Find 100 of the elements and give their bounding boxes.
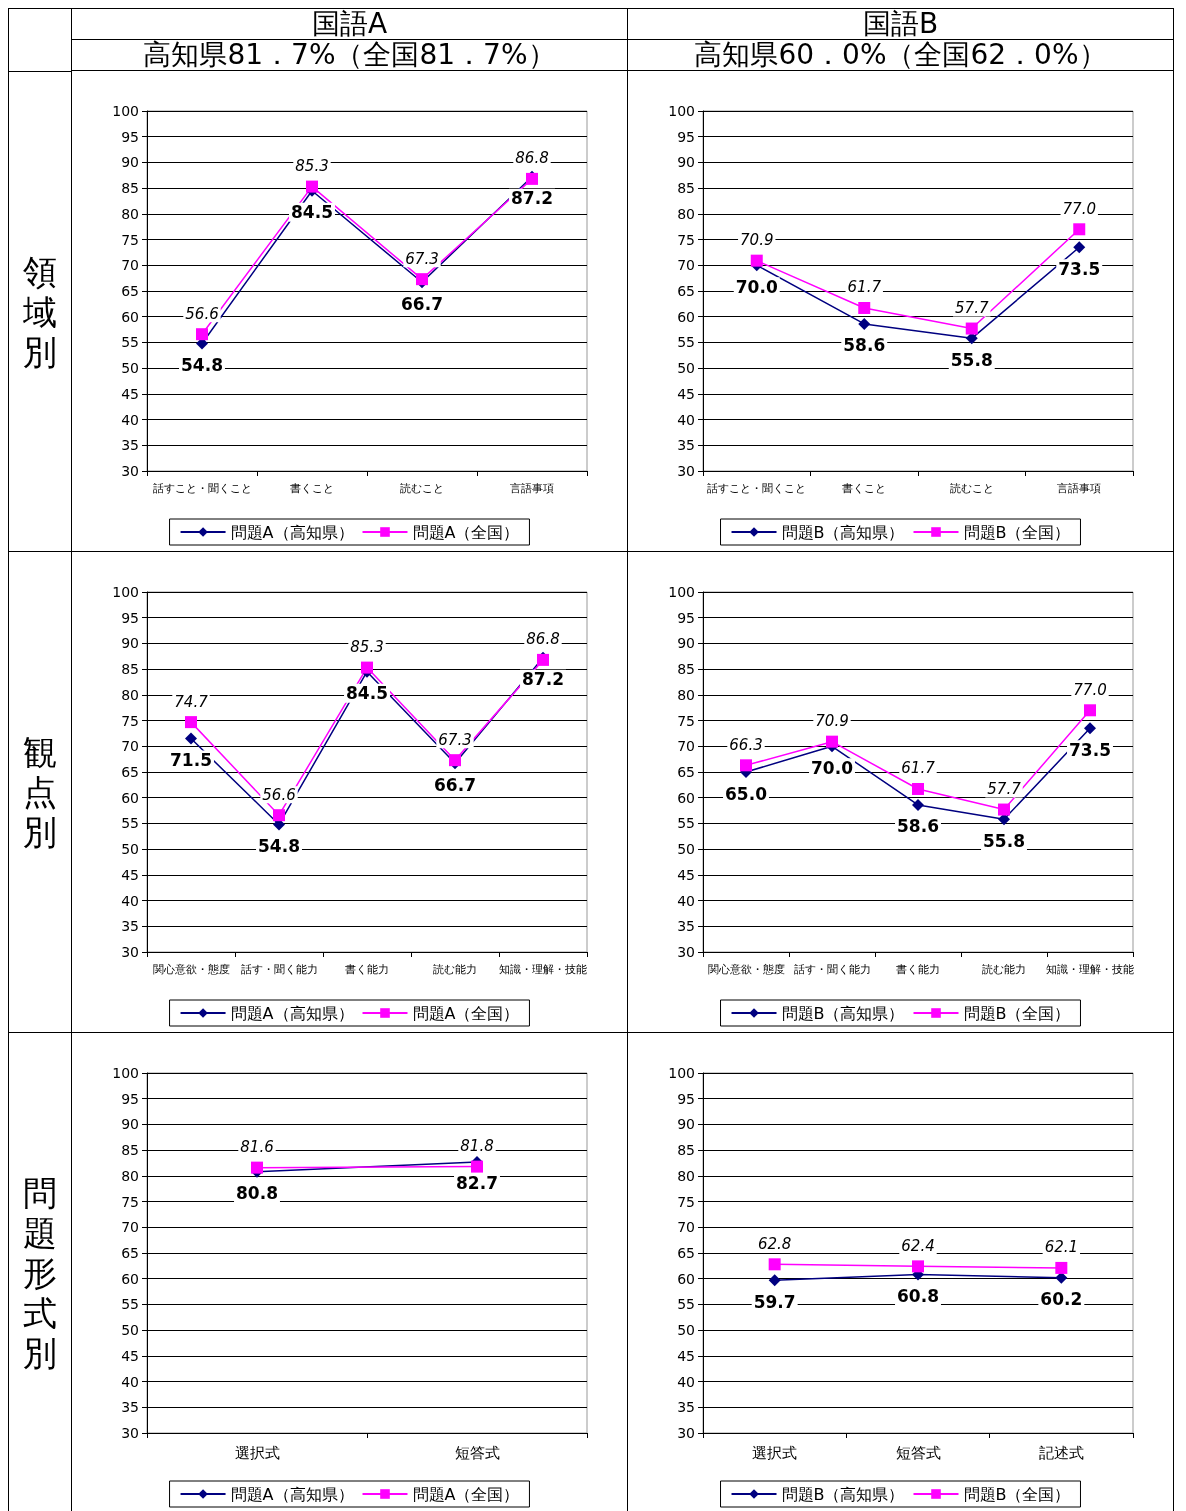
point [768, 1258, 781, 1271]
y-tick-label: 30 [121, 1425, 139, 1441]
data-label: 70.0 [735, 276, 778, 297]
y-tick-label: 65 [677, 1245, 695, 1261]
data-label: 70.9 [815, 712, 849, 731]
y-tick-label: 55 [121, 1296, 139, 1313]
point [858, 317, 871, 330]
y-tick-label: 80 [677, 1167, 695, 1184]
point [1073, 241, 1086, 254]
y-tick-label: 60 [121, 308, 139, 325]
x-tick-label: 読む能力 [433, 963, 477, 976]
point [1084, 704, 1096, 717]
y-tick-label: 55 [121, 334, 139, 351]
y-tick-label: 100 [112, 103, 139, 119]
x-tick-label: 話す・聞く能力 [240, 963, 318, 976]
y-tick-label: 45 [677, 866, 695, 883]
y-tick-label: 85 [677, 180, 695, 197]
y-tick-label: 95 [121, 128, 139, 145]
y-tick-label: 50 [121, 841, 139, 858]
y-tick-label: 95 [677, 609, 695, 626]
x-tick-label: 話すこと・聞くこと [707, 482, 807, 495]
point [858, 301, 871, 314]
y-tick-label: 65 [121, 764, 139, 780]
y-tick-label: 95 [677, 1090, 695, 1107]
data-label: 54.8 [258, 835, 300, 856]
y-tick-label: 55 [121, 815, 139, 832]
data-label: 84.5 [346, 683, 388, 704]
y-tick-label: 65 [677, 764, 695, 780]
y-tick-label: 90 [677, 1116, 695, 1133]
legend-label: 問題A（全国） [412, 1484, 520, 1504]
chart-subtitle: 高知県60．0%（全国62．0%） [628, 38, 1173, 71]
x-tick-label: 選択式 [234, 1443, 280, 1462]
point [1055, 1261, 1068, 1274]
y-tick-label: 75 [677, 712, 695, 729]
y-tick-label: 95 [677, 128, 695, 145]
x-tick-label: 書く能力 [345, 963, 389, 976]
y-tick-label: 90 [677, 154, 695, 171]
point [998, 803, 1010, 816]
y-tick-label: 100 [668, 103, 695, 119]
x-tick-label: 言語事項 [510, 482, 554, 495]
y-tick-label: 60 [677, 789, 695, 806]
y-tick-label: 30 [121, 463, 139, 479]
data-label: 55.8 [950, 349, 993, 370]
data-label: 77.0 [1062, 199, 1096, 218]
legend-label: 問題A（高知県） [230, 1003, 354, 1023]
data-label: 62.1 [1044, 1238, 1079, 1257]
y-tick-label: 30 [677, 944, 695, 960]
data-label: 56.6 [185, 304, 219, 323]
y-tick-label: 60 [677, 308, 695, 325]
legend-label: 問題B（高知県） [781, 522, 905, 542]
chart-subtitle: 高知県81．7%（全国81．7%） [72, 38, 627, 71]
point [750, 254, 763, 267]
data-label: 81.6 [240, 1138, 274, 1157]
y-tick-label: 35 [677, 918, 695, 935]
data-label: 70.9 [740, 231, 774, 250]
legend-label: 問題A（高知県） [230, 522, 354, 542]
x-tick-label: 選択式 [752, 1443, 798, 1462]
y-tick-label: 65 [121, 283, 139, 299]
x-tick-label: 話す・聞く能力 [793, 963, 871, 976]
y-tick-label: 35 [677, 1399, 695, 1416]
y-tick-label: 75 [121, 231, 139, 248]
y-tick-label: 60 [121, 1270, 139, 1287]
y-tick-label: 70 [677, 738, 695, 755]
data-label: 70.0 [811, 757, 854, 778]
data-label: 57.7 [987, 780, 1022, 799]
x-tick-label: 知識・理解・技能 [499, 963, 587, 976]
data-label: 58.6 [843, 335, 886, 356]
point [912, 798, 924, 811]
point [768, 1274, 781, 1287]
y-tick-label: 70 [121, 1219, 139, 1236]
y-tick-label: 75 [121, 712, 139, 729]
y-tick-label: 30 [121, 944, 139, 960]
data-label: 82.7 [456, 1173, 498, 1194]
y-tick-label: 45 [677, 385, 695, 402]
x-tick-label: 読む能力 [982, 963, 1026, 976]
data-label: 62.8 [757, 1234, 792, 1253]
y-tick-label: 70 [121, 738, 139, 755]
x-tick-label: 書くこと [842, 482, 887, 495]
y-tick-label: 30 [677, 463, 695, 479]
y-tick-label: 35 [121, 437, 139, 454]
y-tick-label: 45 [121, 866, 139, 883]
y-tick-label: 100 [668, 1065, 695, 1081]
data-label: 56.6 [262, 785, 296, 804]
x-tick-label: 知識・理解・技能 [1046, 963, 1134, 976]
y-tick-label: 75 [677, 231, 695, 248]
data-label: 77.0 [1073, 680, 1107, 699]
x-tick-label: 記述式 [1038, 1443, 1084, 1462]
y-tick-label: 90 [121, 1116, 139, 1133]
data-label: 57.7 [955, 299, 989, 318]
data-label: 73.5 [1069, 739, 1111, 760]
data-label: 74.7 [174, 692, 209, 711]
data-label: 62.4 [901, 1236, 935, 1255]
y-axis-title: 観点別 [23, 732, 57, 852]
y-tick-label: 75 [121, 1193, 139, 1210]
x-tick-label: 読むこと [949, 482, 994, 495]
y-tick-label: 100 [668, 584, 695, 600]
data-label: 67.3 [405, 249, 439, 268]
legend-label: 問題A（高知県） [230, 1484, 354, 1504]
x-tick-label: 短答式 [895, 1443, 941, 1462]
y-tick-label: 40 [677, 892, 695, 909]
